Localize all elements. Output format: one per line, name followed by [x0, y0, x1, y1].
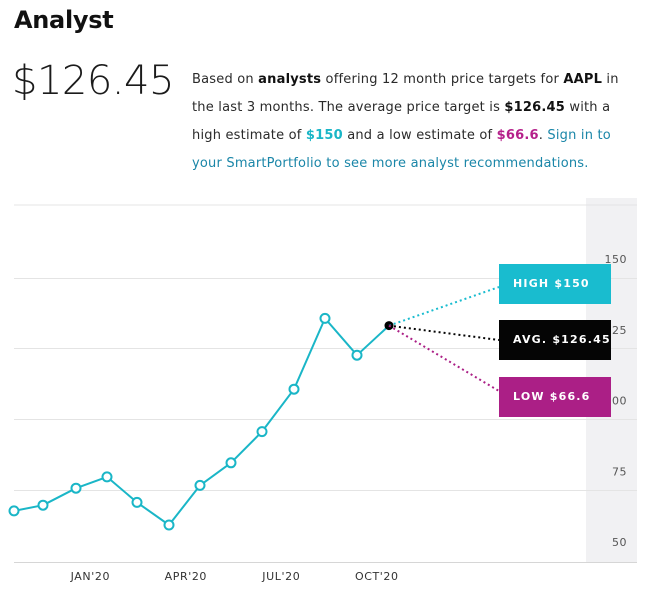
data-point: [101, 471, 113, 483]
summary-text: and a low estimate of: [342, 128, 497, 143]
summary-text: Based on: [192, 72, 259, 87]
average-price-target: $126.45: [12, 58, 174, 104]
data-point: [70, 482, 82, 494]
data-point: [319, 312, 331, 324]
y-tick-label: 75: [612, 465, 627, 478]
low-target-tag: LOW $66.6: [499, 377, 611, 417]
price-line: [13, 317, 390, 526]
summary-text: .: [538, 128, 548, 143]
data-point: [194, 479, 206, 491]
y-tick-label: 50: [612, 536, 627, 549]
x-tick-label: APR'20: [165, 570, 207, 583]
data-point: [131, 496, 143, 508]
x-tick-label: OCT'20: [355, 570, 399, 583]
ticker: AAPL: [563, 72, 603, 87]
summary-text: with a high estimate of: [192, 100, 611, 143]
y-tick-label: 150: [605, 253, 628, 266]
data-point: [225, 457, 237, 469]
high-target-tag: HIGH $150: [499, 264, 611, 304]
average-target-tag: AVG. $126.45: [499, 320, 611, 360]
smartportfolio-sign-in-link[interactable]: Sign in to your SmartPortfolio to see mo…: [192, 128, 611, 171]
summary-text: offering 12 month price targets for: [321, 72, 564, 87]
data-point: [351, 349, 363, 361]
data-point: [37, 499, 49, 511]
data-point: [288, 383, 300, 395]
high-target-line: [388, 286, 500, 327]
low-target-line: [388, 324, 500, 392]
data-point: [256, 426, 268, 438]
average-target-inline: $126.45: [504, 100, 566, 115]
data-point: [163, 519, 175, 531]
analysts-word: analysts: [258, 72, 322, 87]
x-tick-label: JUL'20: [261, 570, 300, 583]
summary-text: in the last 3 months. The average price …: [192, 72, 619, 115]
average-target-line: [388, 324, 500, 341]
data-point: [8, 505, 20, 517]
analyst-summary: Based on analysts offering 12 month pric…: [192, 66, 642, 178]
low-estimate-inline: $66.6: [496, 128, 539, 143]
page-title: Analyst: [14, 6, 114, 34]
x-tick-label: JAN'20: [70, 570, 110, 583]
high-estimate-inline: $150: [305, 128, 343, 143]
